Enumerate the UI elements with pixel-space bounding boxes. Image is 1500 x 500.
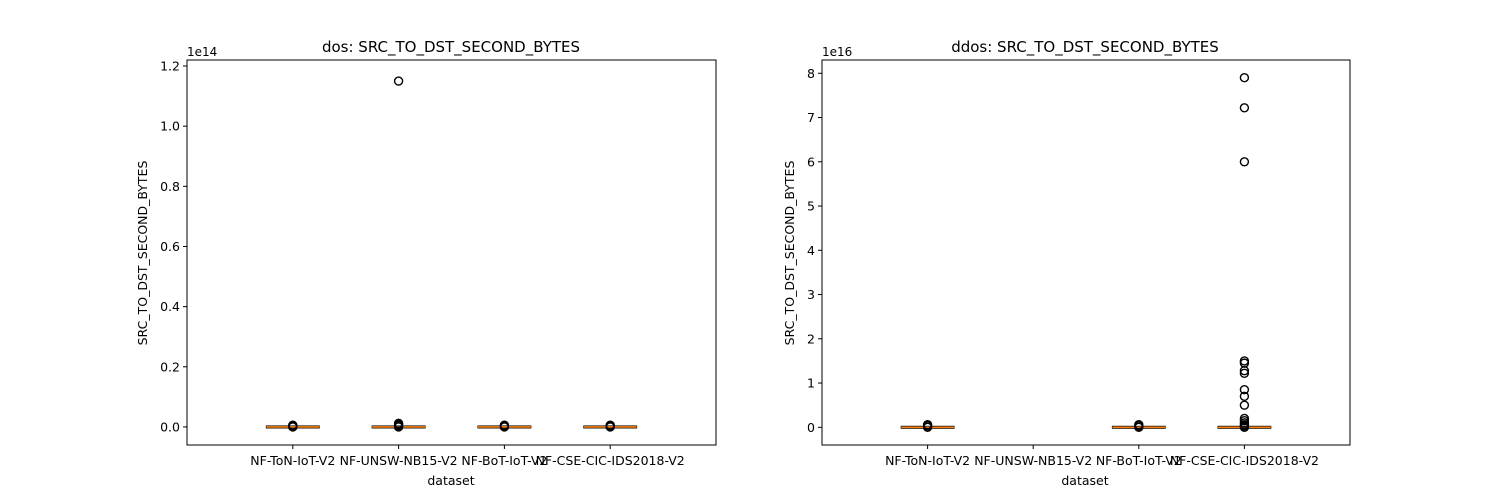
chart-panel-ddos: ddos: SRC_TO_DST_SECOND_BYTES 1e16 SRC_T… — [782, 38, 1351, 488]
chart-title: dos: SRC_TO_DST_SECOND_BYTES — [322, 38, 580, 57]
outlier-point — [1239, 384, 1250, 395]
y-tick-label: 0.0 — [160, 419, 180, 434]
y-tick-label: 4 — [807, 243, 815, 258]
chart-marks: 0.0 0.2 0.4 0.6 0.8 1.0 1.2 NF-ToN-IoT-V2 NF-UNS… — [160, 59, 685, 468]
y-tick-label: 5 — [807, 199, 815, 214]
outlier-point — [1239, 73, 1250, 83]
outlier-point — [1239, 391, 1250, 402]
y-tick-label: 2 — [807, 331, 815, 346]
x-tick-label: NF-BoT-IoT-V2 — [1096, 453, 1182, 468]
y-tick-label: 1.2 — [160, 59, 180, 74]
y-tick-label: 1 — [807, 376, 815, 391]
y-tick-label: 7 — [807, 110, 815, 125]
outlier-point — [1239, 103, 1250, 113]
outlier-point — [1239, 368, 1250, 379]
x-tick-label: NF-UNSW-NB15-V2 — [340, 453, 458, 468]
x-tick-label: NF-CSE-CIC-IDS2018-V2 — [536, 453, 685, 468]
y-tick-label: 0.4 — [160, 299, 180, 314]
outlier-point — [499, 420, 510, 430]
outlier-point — [1239, 413, 1250, 424]
y-axis-label: SRC_TO_DST_SECOND_BYTES — [135, 161, 150, 346]
x-tick-label: NF-ToN-IoT-V2 — [885, 453, 970, 468]
chart-title: ddos: SRC_TO_DST_SECOND_BYTES — [951, 38, 1219, 57]
outlier-point — [393, 418, 404, 429]
x-tick-label: NF-ToN-IoT-V2 — [250, 453, 335, 468]
y-axis-label: SRC_TO_DST_SECOND_BYTES — [782, 161, 797, 346]
outlier-point — [922, 419, 933, 430]
outlier-point — [1239, 157, 1250, 167]
y-tick-label: 1.0 — [160, 119, 180, 134]
y-tick-label: 0.8 — [160, 179, 180, 194]
outlier-point — [1239, 400, 1250, 410]
y-tick-label: 0.2 — [160, 359, 180, 374]
chart-panel-dos: dos: SRC_TO_DST_SECOND_BYTES 1e14 SRC_TO… — [135, 38, 717, 488]
x-tick-label: NF-BoT-IoT-V2 — [461, 453, 547, 468]
outlier-point — [1239, 356, 1250, 366]
outlier-point — [605, 420, 615, 430]
axis-offset-label: 1e14 — [187, 45, 217, 59]
y-tick-label: 8 — [807, 66, 815, 81]
x-tick-label: NF-UNSW-NB15-V2 — [974, 453, 1092, 468]
outlier-point — [393, 76, 404, 86]
plot-area — [186, 59, 717, 446]
chart-marks: 0 1 2 3 4 5 6 7 8 NF-ToN-IoT-V2 NF-UNSW-NB15-V2 NF-… — [807, 66, 1319, 468]
y-tick-label: 0 — [807, 420, 815, 435]
axis-offset-label: 1e16 — [822, 45, 852, 59]
plot-area — [821, 59, 1351, 446]
outlier-point — [1134, 419, 1144, 430]
x-axis-label: dataset — [1061, 473, 1108, 488]
outlier-point — [288, 420, 298, 430]
x-tick-label: NF-CSE-CIC-IDS2018-V2 — [1170, 453, 1319, 468]
x-axis-label: dataset — [427, 473, 474, 488]
y-tick-label: 0.6 — [160, 239, 180, 254]
y-tick-label: 6 — [807, 154, 815, 169]
y-tick-label: 3 — [807, 287, 815, 302]
